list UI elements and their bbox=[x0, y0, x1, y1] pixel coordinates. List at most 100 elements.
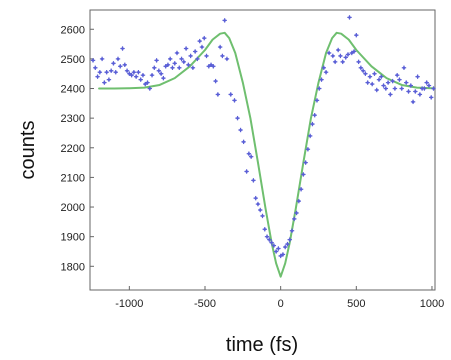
data-point bbox=[294, 210, 299, 216]
y-tick-label: 1800 bbox=[61, 261, 85, 273]
data-point bbox=[172, 61, 177, 66]
data-point bbox=[406, 89, 411, 94]
data-point bbox=[422, 86, 427, 91]
data-point bbox=[108, 68, 114, 73]
data-point bbox=[367, 74, 373, 79]
data-point bbox=[156, 68, 162, 73]
data-point bbox=[170, 65, 175, 70]
data-point bbox=[99, 56, 105, 62]
data-point bbox=[195, 56, 200, 62]
data-point bbox=[136, 70, 141, 75]
data-point bbox=[111, 61, 116, 66]
data-point bbox=[401, 65, 407, 70]
data-point bbox=[413, 89, 418, 94]
y-axis-label: counts bbox=[17, 121, 39, 180]
data-point bbox=[188, 53, 193, 59]
data-point bbox=[95, 74, 100, 79]
data-point bbox=[124, 68, 130, 73]
data-point bbox=[255, 201, 261, 207]
data-point bbox=[326, 50, 332, 56]
data-point bbox=[120, 46, 125, 51]
data-point bbox=[394, 72, 400, 78]
data-point bbox=[301, 172, 306, 177]
y-tick-label: 2500 bbox=[61, 54, 85, 66]
data-point bbox=[217, 44, 223, 50]
data-point bbox=[276, 246, 281, 251]
data-point bbox=[183, 46, 189, 51]
data-point bbox=[241, 139, 246, 145]
data-point bbox=[349, 50, 354, 56]
plot-area bbox=[89, 9, 436, 291]
y-tick-label: 1900 bbox=[61, 232, 85, 244]
x-tick-label: 500 bbox=[347, 298, 365, 310]
data-point bbox=[251, 178, 256, 183]
data-point bbox=[220, 53, 225, 59]
data-point bbox=[232, 98, 237, 103]
data-point bbox=[292, 216, 297, 222]
y-tick-label: 2100 bbox=[61, 172, 85, 184]
data-point bbox=[335, 47, 341, 53]
data-point bbox=[165, 62, 171, 68]
data-point bbox=[154, 58, 159, 63]
data-point bbox=[345, 52, 351, 57]
data-point bbox=[192, 49, 198, 54]
data-point bbox=[127, 71, 132, 76]
data-point bbox=[370, 81, 375, 87]
data-point bbox=[140, 72, 146, 78]
data-point bbox=[340, 59, 345, 65]
data-point bbox=[215, 92, 221, 97]
data-point bbox=[267, 237, 272, 242]
data-point bbox=[253, 195, 258, 201]
data-point bbox=[431, 86, 436, 91]
data-point bbox=[426, 83, 432, 88]
data-point bbox=[429, 95, 434, 100]
data-point bbox=[388, 92, 393, 97]
data-point bbox=[258, 207, 263, 213]
data-point bbox=[181, 59, 187, 65]
data-point bbox=[163, 64, 168, 69]
x-tick-label: -1000 bbox=[115, 298, 143, 310]
data-point bbox=[143, 81, 148, 87]
scatter-points-layer bbox=[90, 15, 436, 259]
data-point bbox=[399, 86, 404, 91]
fit-curve-layer bbox=[98, 31, 435, 278]
data-point bbox=[317, 86, 322, 91]
data-point bbox=[385, 80, 391, 85]
data-point bbox=[347, 15, 352, 20]
data-point bbox=[224, 56, 230, 62]
data-point bbox=[93, 65, 98, 70]
data-point bbox=[358, 65, 364, 70]
data-point bbox=[206, 64, 211, 69]
x-tick-label: 1000 bbox=[420, 298, 444, 310]
fit-curve-line bbox=[98, 31, 435, 278]
data-point bbox=[115, 56, 121, 62]
data-point bbox=[278, 253, 283, 259]
data-point bbox=[269, 240, 274, 245]
y-tick-label: 2300 bbox=[61, 113, 85, 125]
y-tick-label: 2600 bbox=[61, 24, 85, 36]
data-point bbox=[408, 83, 413, 88]
data-point bbox=[262, 227, 267, 232]
data-point bbox=[246, 151, 252, 156]
data-point bbox=[273, 249, 279, 254]
data-point bbox=[149, 72, 155, 78]
data-point bbox=[106, 77, 112, 82]
data-point bbox=[312, 112, 317, 118]
data-point bbox=[131, 70, 137, 75]
y-tick-label: 2000 bbox=[61, 202, 85, 214]
data-point bbox=[397, 77, 402, 82]
data-point bbox=[383, 86, 389, 91]
data-point bbox=[410, 99, 416, 105]
data-point bbox=[381, 83, 386, 88]
x-axis-ticks: -1000 -500 0 500 1000 bbox=[115, 286, 444, 310]
data-point bbox=[354, 32, 359, 38]
data-point bbox=[102, 80, 107, 85]
data-point bbox=[104, 70, 109, 75]
data-point bbox=[190, 65, 196, 70]
data-point bbox=[282, 244, 288, 250]
data-point bbox=[365, 80, 370, 85]
data-point bbox=[289, 228, 295, 233]
data-point bbox=[319, 77, 324, 82]
data-point bbox=[152, 65, 157, 70]
